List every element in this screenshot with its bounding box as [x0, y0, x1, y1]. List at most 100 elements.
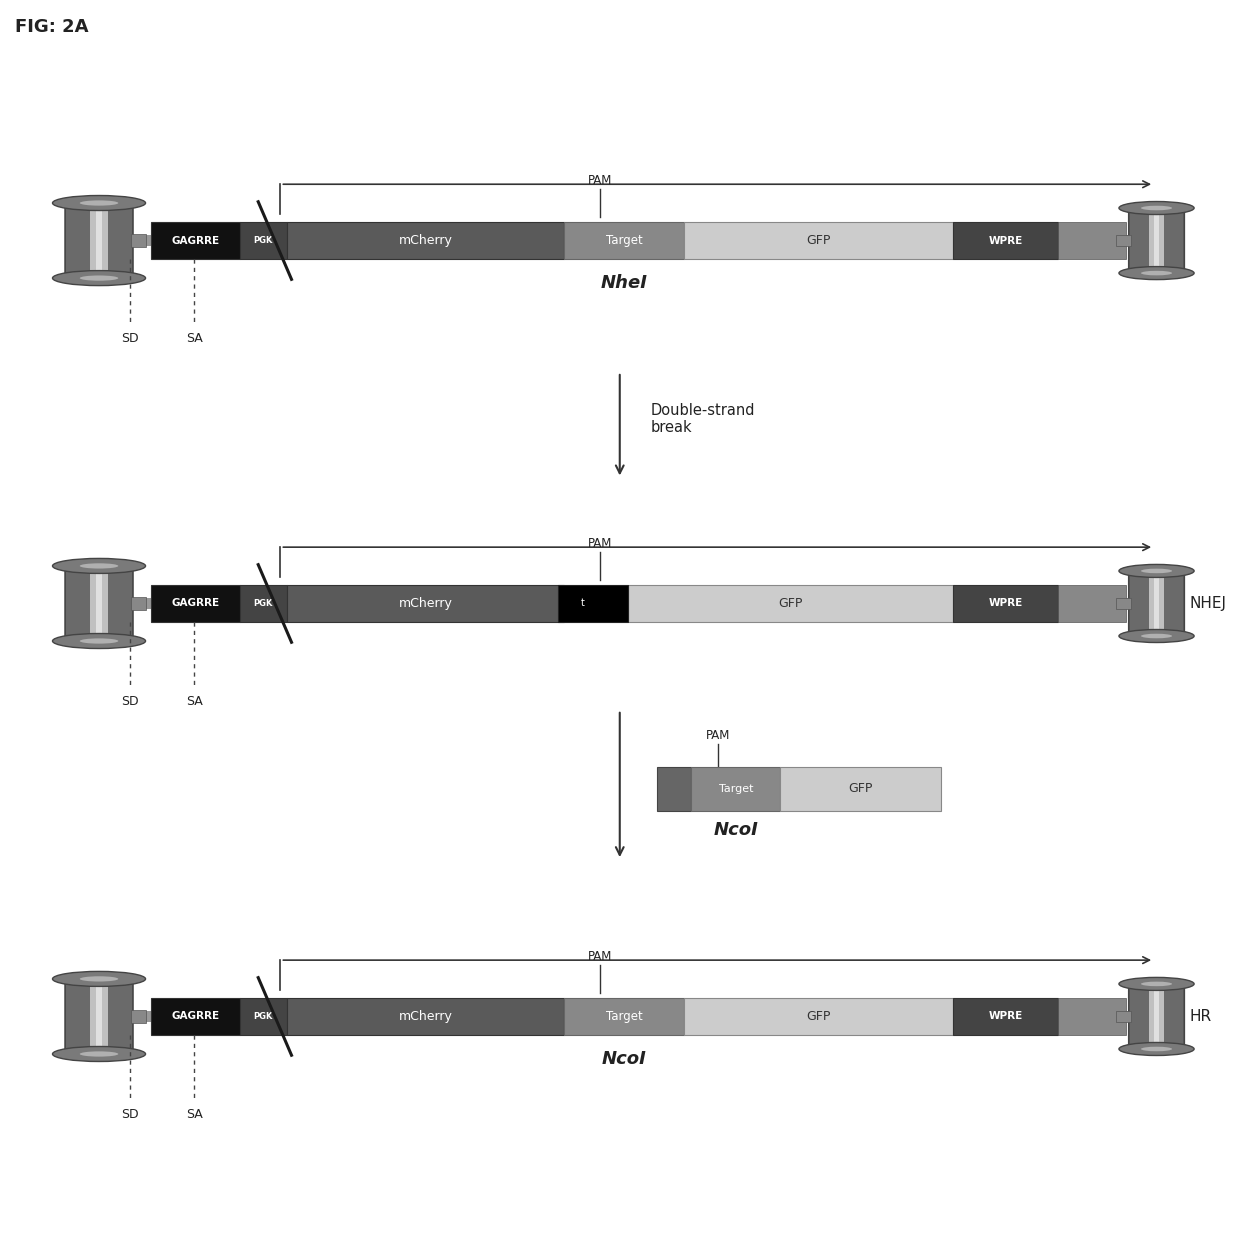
Ellipse shape [1118, 564, 1194, 577]
Text: PGK: PGK [253, 600, 273, 608]
Text: GFP: GFP [806, 234, 831, 248]
Text: NHEJ: NHEJ [1190, 596, 1226, 611]
Bar [91, 979, 108, 1053]
Bar [95, 984, 102, 1050]
Ellipse shape [79, 200, 118, 206]
Bar [952, 221, 1058, 259]
Bar [131, 235, 1131, 246]
Bar [684, 998, 952, 1036]
Ellipse shape [1141, 270, 1172, 275]
Bar [131, 598, 1131, 608]
Text: GAGRRE: GAGRRE [171, 1012, 219, 1022]
FancyBboxPatch shape [64, 564, 133, 642]
Text: t: t [580, 598, 585, 608]
Text: Target: Target [605, 1009, 642, 1023]
Bar [131, 234, 146, 248]
Bar [1149, 571, 1164, 636]
Ellipse shape [52, 196, 145, 210]
Ellipse shape [79, 639, 118, 644]
FancyBboxPatch shape [1128, 206, 1184, 275]
Text: WPRE: WPRE [988, 235, 1023, 245]
Bar [1058, 585, 1126, 622]
Bar [780, 767, 941, 811]
Bar [564, 221, 684, 259]
Text: WPRE: WPRE [988, 1012, 1023, 1022]
Bar [239, 998, 286, 1036]
Text: SD: SD [122, 1107, 139, 1121]
Bar [629, 585, 952, 622]
Text: NheI: NheI [600, 274, 647, 293]
Ellipse shape [1118, 201, 1194, 215]
Bar [286, 585, 564, 622]
Text: Target: Target [605, 234, 642, 248]
Ellipse shape [52, 634, 145, 649]
Ellipse shape [79, 563, 118, 568]
Bar [91, 566, 108, 641]
Text: Target: Target [718, 783, 753, 793]
Bar [1154, 212, 1159, 268]
Bar [558, 585, 629, 622]
Bar [286, 221, 564, 259]
Text: NcoI: NcoI [601, 1051, 646, 1068]
Text: PGK: PGK [253, 236, 273, 245]
Text: GFP: GFP [779, 597, 802, 610]
Bar [684, 221, 952, 259]
Text: HR: HR [1190, 1009, 1211, 1024]
Text: GFP: GFP [848, 782, 873, 796]
Bar [1149, 207, 1164, 273]
Text: PAM: PAM [588, 949, 613, 963]
Ellipse shape [1141, 568, 1172, 573]
Ellipse shape [1118, 978, 1194, 991]
Ellipse shape [1141, 206, 1172, 210]
Bar [131, 1009, 146, 1023]
Bar [1116, 235, 1131, 246]
Bar [1116, 597, 1131, 610]
FancyBboxPatch shape [64, 977, 133, 1056]
Text: SA: SA [186, 332, 202, 344]
Ellipse shape [1118, 1042, 1194, 1056]
Ellipse shape [1118, 266, 1194, 279]
Text: mCherry: mCherry [398, 234, 453, 248]
Bar [692, 767, 780, 811]
Text: GAGRRE: GAGRRE [171, 598, 219, 608]
Text: GFP: GFP [806, 1009, 831, 1023]
Bar [952, 585, 1058, 622]
FancyBboxPatch shape [64, 201, 133, 280]
Ellipse shape [52, 270, 145, 285]
Bar [91, 204, 108, 278]
Bar [1154, 576, 1159, 631]
Ellipse shape [79, 275, 118, 280]
Bar [657, 767, 692, 811]
Ellipse shape [52, 558, 145, 573]
Text: SD: SD [122, 332, 139, 344]
Bar [952, 998, 1058, 1036]
Bar [151, 998, 239, 1036]
Text: mCherry: mCherry [398, 1009, 453, 1023]
Ellipse shape [1141, 1047, 1172, 1051]
Bar [1154, 989, 1159, 1045]
Text: FIG: 2A: FIG: 2A [15, 18, 88, 35]
Text: SD: SD [122, 695, 139, 708]
Text: PAM: PAM [588, 173, 613, 187]
Bar [1058, 221, 1126, 259]
Bar [131, 597, 146, 610]
Bar [151, 585, 239, 622]
Ellipse shape [1141, 982, 1172, 987]
FancyBboxPatch shape [1128, 982, 1184, 1051]
Text: PAM: PAM [588, 537, 613, 549]
Text: NcoI: NcoI [713, 821, 758, 838]
Ellipse shape [52, 972, 145, 987]
Text: WPRE: WPRE [988, 598, 1023, 608]
Bar [95, 571, 102, 636]
Ellipse shape [1141, 634, 1172, 639]
Bar [239, 221, 286, 259]
Bar [239, 585, 286, 622]
Text: PAM: PAM [706, 729, 730, 742]
Text: SA: SA [186, 1107, 202, 1121]
Bar [1058, 998, 1126, 1036]
Bar [286, 998, 564, 1036]
Text: mCherry: mCherry [398, 597, 453, 610]
Bar [1116, 1011, 1131, 1022]
Text: Double-strand
break: Double-strand break [651, 402, 755, 435]
Ellipse shape [1118, 630, 1194, 642]
